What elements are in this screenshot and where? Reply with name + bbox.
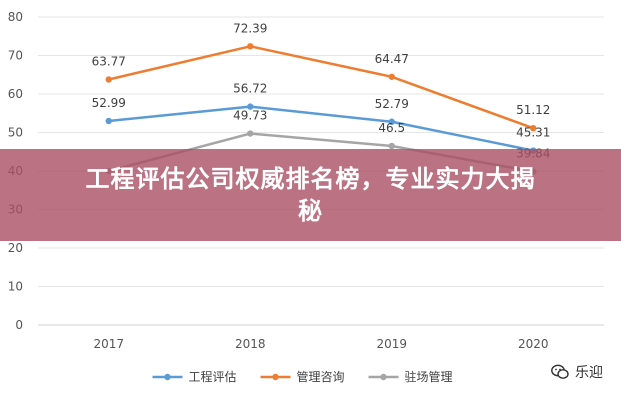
y-tick-label: 60 [8,87,23,101]
data-point [247,130,254,137]
x-axis-ticks: 2017 2018 2019 2020 [93,337,548,351]
x-tick-label: 2019 [376,337,407,351]
data-label: 49.73 [233,109,267,123]
data-label: 51.12 [516,103,550,117]
watermark: 乐迎 [551,362,603,382]
data-label: 45.31 [516,126,550,140]
legend-label: 工程评估 [189,369,237,384]
x-tick-label: 2018 [235,337,266,351]
data-label: 63.77 [92,54,126,68]
y-tick-label: 10 [8,280,23,294]
data-label: 64.47 [375,52,409,66]
data-point [530,124,537,132]
data-point [388,73,395,80]
title-banner: 工程评估公司权威排名榜，专业实力大揭秘 [0,149,621,241]
wechat-icon [551,364,569,379]
series-line-2 [108,45,534,130]
y-tick-label: 70 [8,49,23,63]
data-point [247,103,254,110]
y-tick-label: 20 [8,241,23,255]
legend-label: 驻场管理 [405,369,453,384]
data-label: 52.79 [375,97,409,111]
x-tick-label: 2017 [93,337,124,351]
data-point [388,142,395,150]
data-label: 56.72 [233,82,267,96]
data-point [105,76,112,83]
legend-swatch-marker [380,373,387,381]
data-point [105,117,112,125]
legend-swatch-marker [272,373,279,381]
data-point [247,43,254,50]
y-tick-label: 50 [8,126,23,140]
data-label: 72.39 [233,21,267,35]
banner-title: 工程评估公司权威排名榜，专业实力大揭秘 [85,165,536,225]
data-point [388,118,395,125]
legend: 工程评估 管理咨询 驻场管理 [152,369,453,384]
legend-label: 管理咨询 [297,369,345,384]
data-label: 46.5 [378,121,405,135]
data-label: 52.99 [92,96,126,110]
series-line-1 [108,105,534,152]
y-tick-label: 0 [15,318,23,332]
y-tick-label: 80 [8,10,23,24]
legend-swatch-marker [164,373,171,381]
watermark-text: 乐迎 [575,365,603,381]
x-tick-label: 2020 [518,337,549,351]
